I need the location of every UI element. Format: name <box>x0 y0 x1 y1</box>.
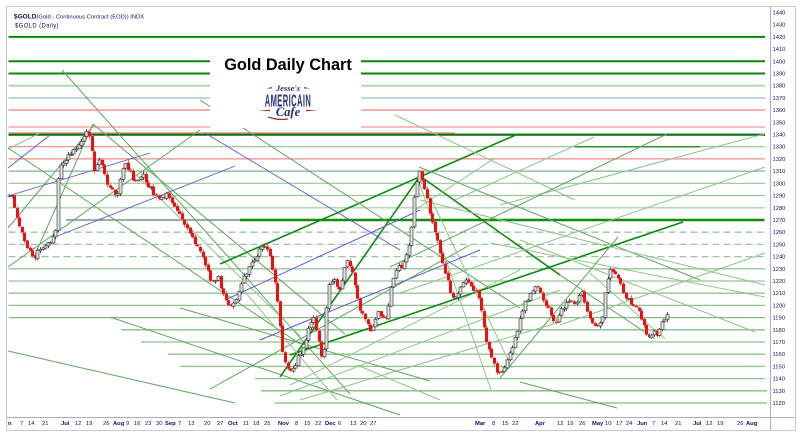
svg-text:1370: 1370 <box>773 96 786 102</box>
svg-text:Dec: Dec <box>325 421 336 427</box>
svg-text:9: 9 <box>126 421 129 427</box>
svg-text:27: 27 <box>217 421 223 427</box>
svg-text:1250: 1250 <box>773 242 786 248</box>
svg-text:1240: 1240 <box>773 255 786 261</box>
svg-text:1340: 1340 <box>773 133 786 139</box>
svg-text:1350: 1350 <box>773 120 786 126</box>
svg-text:Gold Daily Chart: Gold Daily Chart <box>224 56 352 74</box>
svg-text:1260: 1260 <box>773 230 786 236</box>
svg-text:17: 17 <box>616 421 622 427</box>
svg-text:Nov: Nov <box>278 421 290 427</box>
svg-text:1390: 1390 <box>773 72 786 78</box>
svg-text:16: 16 <box>134 421 140 427</box>
svg-text:24: 24 <box>626 421 633 427</box>
svg-text:18: 18 <box>253 421 259 427</box>
svg-text:Sep: Sep <box>165 421 176 427</box>
svg-text:$GOLD: $GOLD <box>14 14 37 21</box>
svg-text:25: 25 <box>264 421 270 427</box>
svg-text:8: 8 <box>295 421 298 427</box>
svg-text:1400: 1400 <box>773 59 786 65</box>
svg-text:20: 20 <box>204 421 210 427</box>
svg-text:21: 21 <box>675 421 681 427</box>
svg-text:12: 12 <box>706 421 712 427</box>
svg-text:7: 7 <box>652 421 655 427</box>
svg-text:Jul: Jul <box>61 421 70 427</box>
svg-text:22: 22 <box>315 421 321 427</box>
svg-text:1200: 1200 <box>773 303 786 309</box>
svg-text:1420: 1420 <box>773 35 786 41</box>
svg-text:(Gold - Continuous Contract (E: (Gold - Continuous Contract (EOD)) INDX <box>37 15 145 21</box>
svg-text:Mar: Mar <box>475 421 486 427</box>
svg-text:1330: 1330 <box>773 145 786 151</box>
svg-text:10: 10 <box>605 421 611 427</box>
svg-text:Aug: Aug <box>113 421 125 427</box>
svg-text:8: 8 <box>492 421 495 427</box>
svg-text:Oct: Oct <box>228 421 238 427</box>
svg-text:13: 13 <box>188 421 194 427</box>
svg-text:1180: 1180 <box>773 328 785 334</box>
svg-text:Cafe: Cafe <box>276 105 301 119</box>
svg-text:1220: 1220 <box>773 279 786 285</box>
svg-text:26: 26 <box>737 421 743 427</box>
svg-text:1270: 1270 <box>773 218 786 224</box>
svg-text:21: 21 <box>42 421 48 427</box>
svg-text:23: 23 <box>145 421 151 427</box>
svg-text:11: 11 <box>243 421 249 427</box>
svg-text:Jun: Jun <box>637 421 648 427</box>
svg-text:15: 15 <box>304 421 310 427</box>
svg-text:1360: 1360 <box>773 108 786 114</box>
svg-text:30: 30 <box>156 421 162 427</box>
svg-text:1320: 1320 <box>773 157 786 163</box>
svg-text:7: 7 <box>178 421 181 427</box>
svg-text:1160: 1160 <box>773 352 785 358</box>
svg-text:19: 19 <box>567 421 573 427</box>
svg-text:AMERICAIN: AMERICAIN <box>265 91 312 111</box>
svg-text:1120: 1120 <box>773 401 785 407</box>
svg-text:15: 15 <box>502 421 508 427</box>
svg-text:22: 22 <box>512 421 518 427</box>
svg-text:Jesse's: Jesse's <box>275 83 301 93</box>
svg-text:14: 14 <box>661 421 668 427</box>
svg-text:6: 6 <box>338 421 341 427</box>
svg-text:1190: 1190 <box>773 316 785 322</box>
svg-text:27: 27 <box>370 421 376 427</box>
svg-text:13: 13 <box>350 421 356 427</box>
svg-text:20: 20 <box>360 421 366 427</box>
svg-text:May: May <box>592 421 604 427</box>
svg-text:1280: 1280 <box>773 206 786 212</box>
svg-text:1410: 1410 <box>773 47 786 53</box>
svg-text:1130: 1130 <box>773 389 785 395</box>
svg-text:19: 19 <box>717 421 723 427</box>
svg-text:12: 12 <box>75 421 81 427</box>
svg-text:1150: 1150 <box>773 364 785 370</box>
svg-text:1230: 1230 <box>773 267 786 273</box>
svg-text:14: 14 <box>28 421 35 427</box>
svg-text:7: 7 <box>20 421 23 427</box>
svg-text:1300: 1300 <box>773 181 786 187</box>
svg-text:n: n <box>8 421 12 427</box>
svg-text:$GOLD (Daily): $GOLD (Daily) <box>15 24 59 30</box>
svg-text:1440: 1440 <box>773 11 786 17</box>
svg-text:19: 19 <box>86 421 92 427</box>
svg-text:12: 12 <box>557 421 563 427</box>
svg-text:26: 26 <box>103 421 109 427</box>
svg-text:Jul: Jul <box>693 421 702 427</box>
svg-text:26: 26 <box>579 421 585 427</box>
svg-text:Aug: Aug <box>746 421 758 427</box>
svg-text:1380: 1380 <box>773 84 786 90</box>
svg-text:1430: 1430 <box>773 23 786 29</box>
svg-text:Apr: Apr <box>535 421 546 427</box>
svg-text:1170: 1170 <box>773 340 785 346</box>
svg-text:1290: 1290 <box>773 194 786 200</box>
svg-text:1310: 1310 <box>773 169 786 175</box>
svg-text:1210: 1210 <box>773 291 786 297</box>
svg-text:1140: 1140 <box>773 377 785 383</box>
